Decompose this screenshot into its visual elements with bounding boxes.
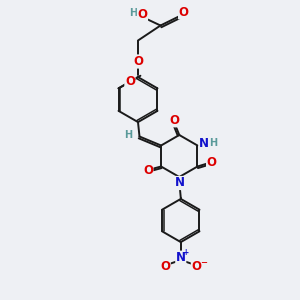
Text: −: − — [200, 258, 207, 267]
Text: H: H — [124, 130, 132, 140]
Text: O: O — [170, 114, 180, 127]
Text: N: N — [176, 251, 186, 264]
Text: O: O — [178, 6, 189, 19]
Text: H: H — [129, 8, 138, 18]
Text: O: O — [143, 164, 153, 177]
Text: O: O — [125, 75, 135, 88]
Text: O: O — [191, 260, 201, 273]
Text: O: O — [160, 260, 170, 273]
Text: H: H — [209, 138, 217, 148]
Text: O: O — [137, 8, 148, 21]
Text: N: N — [199, 136, 209, 150]
Text: N: N — [175, 176, 185, 190]
Text: O: O — [133, 55, 143, 68]
Text: +: + — [182, 248, 189, 257]
Text: O: O — [207, 155, 217, 169]
